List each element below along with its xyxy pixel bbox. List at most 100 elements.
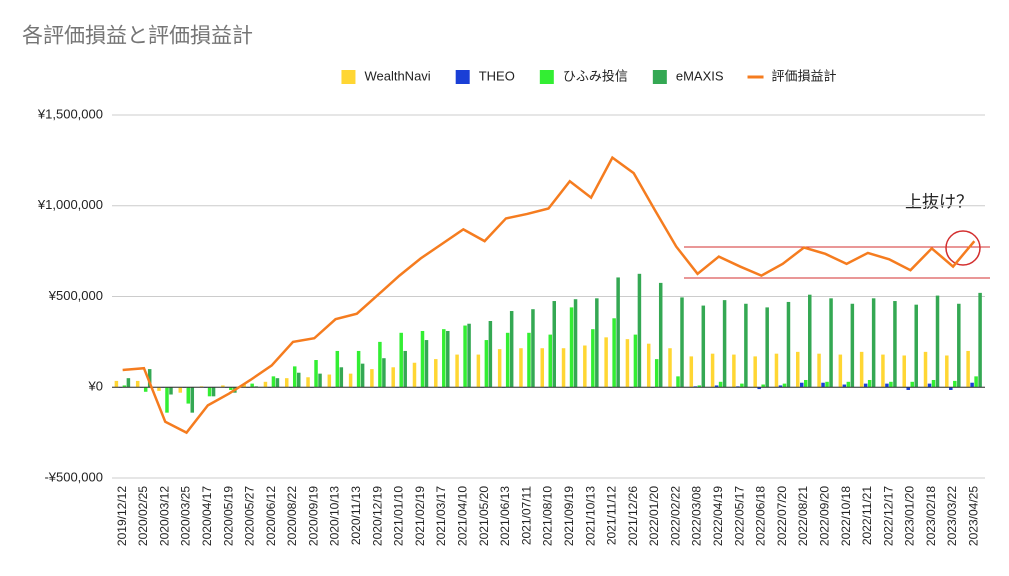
bar [914, 304, 918, 388]
bar [765, 307, 769, 388]
x-tick-label: 2023/04/25 [967, 486, 981, 546]
x-tick-label: 2020/05/19 [221, 486, 235, 546]
bar [207, 387, 212, 397]
bar [143, 387, 148, 392]
bar [881, 354, 885, 388]
x-tick-label: 2020/10/13 [328, 486, 342, 546]
bar [821, 382, 825, 388]
bar [714, 385, 719, 388]
bar [378, 341, 382, 388]
bar [966, 350, 970, 388]
bar [412, 362, 417, 388]
x-tick-label: 2021/09/19 [562, 486, 576, 546]
bar [360, 363, 365, 388]
bar [147, 369, 152, 388]
bar [927, 383, 932, 388]
bar [382, 358, 386, 388]
x-tick-label: 2021/02/19 [413, 486, 427, 546]
legend-swatch [539, 70, 554, 84]
bar [846, 381, 851, 388]
x-tick-label: 2021/06/13 [498, 486, 512, 546]
bar [424, 340, 429, 388]
x-tick-label: 2022/06/18 [754, 486, 768, 546]
bar [612, 318, 616, 388]
bar [680, 297, 684, 388]
annotation: 上抜け？ [905, 192, 973, 211]
bar [604, 337, 608, 388]
bar [126, 378, 131, 388]
bar [455, 354, 459, 388]
bar [817, 353, 821, 388]
bar [885, 383, 889, 388]
bar [778, 385, 783, 388]
bar [800, 382, 804, 388]
bar [744, 303, 748, 388]
bar [211, 387, 216, 397]
bar [446, 330, 450, 388]
x-tick-label: 2019/12/12 [115, 486, 129, 546]
x-tick-label: 2023/03/22 [945, 486, 959, 546]
line [122, 155, 976, 435]
bar [569, 307, 574, 388]
x-tick-label: 2021/04/10 [456, 486, 470, 546]
bar [135, 380, 140, 388]
bar [829, 298, 833, 388]
x-tick-label: 2021/10/13 [583, 486, 597, 546]
bar [676, 376, 680, 388]
bar [263, 381, 268, 388]
bar [178, 387, 183, 393]
bar [625, 339, 630, 388]
bar [509, 311, 514, 388]
bar [935, 295, 940, 388]
bar [271, 376, 276, 388]
bar [906, 387, 910, 390]
bar [467, 323, 471, 388]
bar [910, 381, 914, 388]
bar [804, 379, 808, 388]
bar [774, 353, 779, 388]
x-tick-label: 2023/02/18 [924, 486, 938, 546]
x-tick-label: 2022/04/19 [711, 486, 725, 546]
x-tick-label: 2020/11/13 [349, 486, 363, 545]
bar [318, 373, 322, 388]
legend-label: THEO [479, 68, 515, 83]
bar [710, 353, 715, 388]
bar [284, 378, 289, 388]
bar [250, 383, 254, 388]
bar [850, 303, 855, 388]
y-tick-label: ¥500,000 [48, 288, 103, 303]
bar [753, 356, 757, 388]
bar [497, 349, 502, 388]
bar [292, 366, 297, 388]
bar [391, 367, 395, 388]
bar [796, 351, 800, 388]
bar [335, 350, 340, 388]
bar [842, 384, 847, 388]
x-tick-label: 2021/08/10 [541, 486, 555, 546]
chart-title: 各評価損益と評価損益計 [22, 25, 253, 48]
bar [689, 356, 694, 388]
bar [296, 372, 301, 388]
bar [945, 355, 949, 388]
x-tick-label: 2020/09/19 [306, 486, 320, 546]
x-tick-label: 2022/05/17 [732, 486, 746, 546]
bar [552, 301, 556, 388]
bar [169, 387, 173, 395]
bar [306, 377, 310, 388]
x-tick-label: 2022/10/18 [839, 486, 853, 546]
bar [275, 378, 280, 388]
legend-label: ひふみ投信 [563, 68, 628, 83]
x-tick-label: 2021/01/10 [392, 486, 406, 546]
x-tick-label: 2020/05/27 [243, 486, 257, 546]
bar [889, 381, 893, 388]
bar [893, 301, 897, 388]
bar [701, 305, 706, 388]
legend-swatch [455, 70, 470, 84]
x-tick-label: 2022/03/08 [690, 486, 704, 546]
bar [403, 350, 407, 388]
bar [519, 348, 523, 388]
bar [838, 354, 843, 388]
bar [970, 382, 974, 388]
x-tick-label: 2021/07/11 [519, 486, 533, 545]
